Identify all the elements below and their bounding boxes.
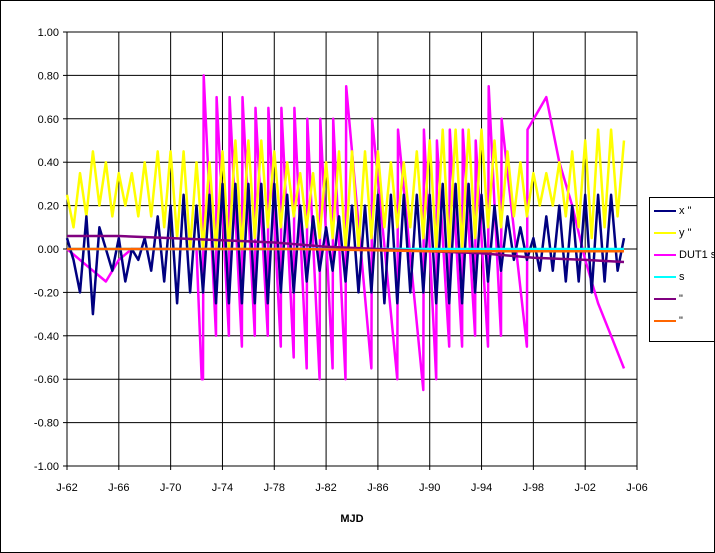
legend-swatch <box>654 232 676 234</box>
x-axis-labels: J-62 J-66 J-70 J-74 J-78 J-82 J-86 J-90 J-94 J-98… <box>56 482 647 494</box>
y-tick-label: -0.80 <box>34 418 59 430</box>
series-line-4 <box>67 234 625 264</box>
x-axis-title: MJD <box>340 513 363 525</box>
y-axis-labels: 1.00 0.80 0.60 0.40 0.20 0.00 -0.20 -0.40 -0.60 -… <box>34 27 59 473</box>
legend-label: x " <box>679 205 692 217</box>
y-tick-label: 0.20 <box>38 201 59 213</box>
legend-swatch <box>654 254 676 256</box>
x-tick-label: J-66 <box>108 482 129 494</box>
legend-swatch <box>654 320 676 322</box>
legend-label: y " <box>679 227 692 239</box>
legend: x " y " DUT1 s s " " <box>649 197 715 342</box>
y-tick-label: 1.00 <box>38 27 59 39</box>
series-lines <box>65 74 626 392</box>
y-tick-label: 0.60 <box>38 114 59 126</box>
x-tick-label: J-06 <box>626 482 647 494</box>
tick-marks <box>63 31 638 470</box>
x-tick-label: J-70 <box>160 482 181 494</box>
y-tick-label: 0.00 <box>38 244 59 256</box>
y-tick-label: -0.20 <box>34 287 59 299</box>
legend-swatch <box>654 210 676 212</box>
x-tick-label: J-98 <box>523 482 544 494</box>
x-tick-label: J-62 <box>56 482 77 494</box>
legend-label: DUT1 s <box>679 249 715 261</box>
legend-swatch <box>654 276 676 278</box>
y-tick-label: 0.80 <box>38 70 59 82</box>
legend-label: " <box>679 315 683 327</box>
y-tick-label: -1.00 <box>34 461 59 473</box>
y-tick-label: -0.40 <box>34 331 59 343</box>
series-line-5 <box>67 247 624 253</box>
legend-label: s <box>679 271 685 283</box>
x-tick-label: J-82 <box>315 482 336 494</box>
y-tick-label: 0.40 <box>38 157 59 169</box>
x-tick-label: J-78 <box>264 482 285 494</box>
x-tick-label: J-94 <box>471 482 492 494</box>
legend-item: " <box>654 314 714 328</box>
x-tick-label: J-02 <box>574 482 595 494</box>
legend-item: s <box>654 270 714 284</box>
legend-item: y " <box>654 226 714 240</box>
legend-item: " <box>654 292 714 306</box>
legend-item: x " <box>654 204 714 218</box>
x-tick-label: J-86 <box>367 482 388 494</box>
legend-item: DUT1 s <box>654 248 715 262</box>
y-tick-label: -0.60 <box>34 374 59 386</box>
x-tick-label: J-74 <box>212 482 233 494</box>
x-tick-label: J-90 <box>419 482 440 494</box>
legend-swatch <box>654 298 676 300</box>
legend-label: " <box>679 293 683 305</box>
